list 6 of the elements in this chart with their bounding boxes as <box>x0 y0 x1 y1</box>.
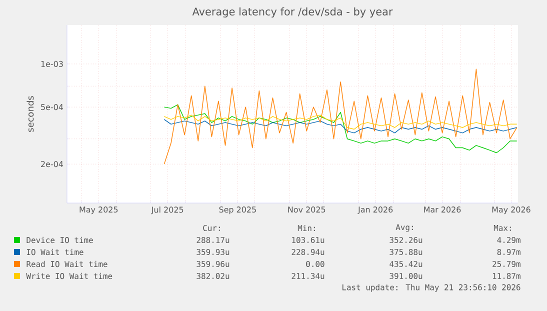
line-series <box>164 104 518 154</box>
line-series <box>164 68 518 164</box>
line-series <box>164 114 518 130</box>
y-axis-title: seconds <box>26 96 34 132</box>
chart-title: Average latency for /dev/sda - by year <box>192 7 393 18</box>
line-series <box>164 119 518 134</box>
